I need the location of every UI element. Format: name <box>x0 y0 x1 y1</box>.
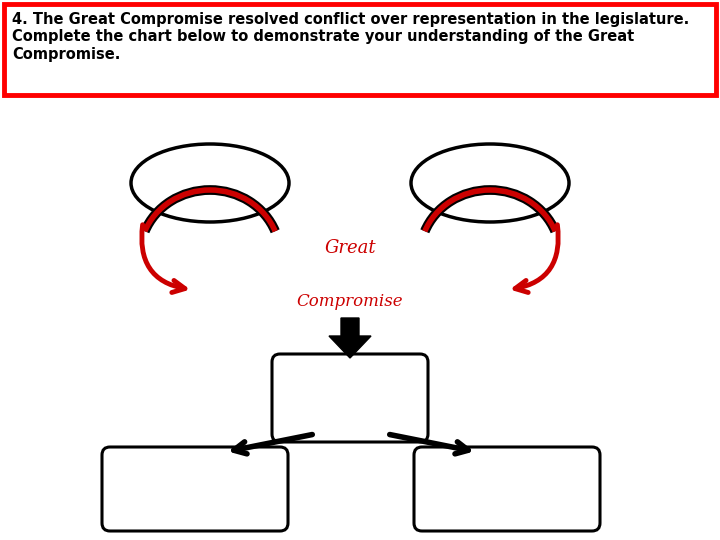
Ellipse shape <box>411 144 569 222</box>
Text: Great: Great <box>324 239 376 257</box>
Text: 4. The Great Compromise resolved conflict over representation in the legislature: 4. The Great Compromise resolved conflic… <box>12 12 689 62</box>
Polygon shape <box>329 318 371 358</box>
FancyBboxPatch shape <box>414 447 600 531</box>
FancyBboxPatch shape <box>102 447 288 531</box>
Text: Compromise: Compromise <box>297 294 403 310</box>
FancyBboxPatch shape <box>272 354 428 442</box>
Ellipse shape <box>131 144 289 222</box>
FancyBboxPatch shape <box>4 4 716 95</box>
